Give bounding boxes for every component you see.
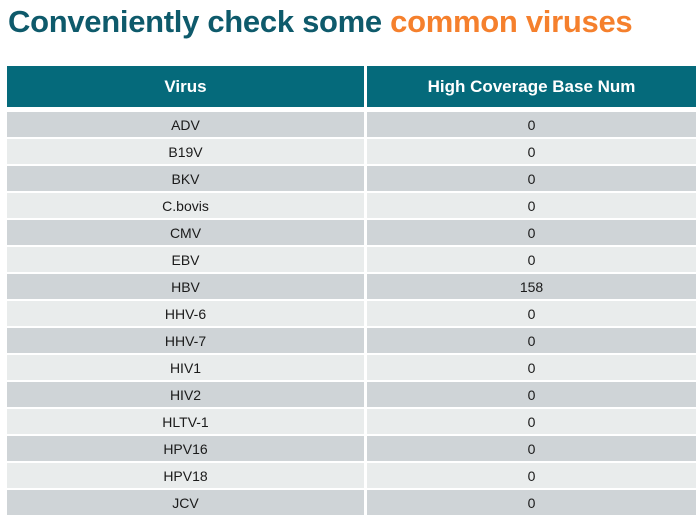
coverage-cell: 0 — [367, 409, 696, 434]
table-row: HPV18 0 — [7, 463, 696, 488]
coverage-cell: 0 — [367, 355, 696, 380]
coverage-cell: 158 — [367, 274, 696, 299]
coverage-cell: 0 — [367, 490, 696, 515]
table-row: HLTV-1 0 — [7, 409, 696, 434]
coverage-cell: 0 — [367, 247, 696, 272]
table-body: ADV 0 B19V 0 BKV 0 C.bovis 0 CMV 0 EBV 0… — [7, 112, 696, 515]
virus-cell: BKV — [7, 166, 364, 191]
table-row: EBV 0 — [7, 247, 696, 272]
title-prefix: Conveniently check some — [8, 4, 391, 39]
coverage-cell: 0 — [367, 436, 696, 461]
coverage-cell: 0 — [367, 139, 696, 164]
header-cell-coverage: High Coverage Base Num — [367, 66, 696, 107]
virus-cell: C.bovis — [7, 193, 364, 218]
coverage-cell: 0 — [367, 193, 696, 218]
virus-cell: JCV — [7, 490, 364, 515]
table-header: Virus High Coverage Base Num — [7, 66, 696, 107]
table-row: JCV 0 — [7, 490, 696, 515]
table-row: HHV-6 0 — [7, 301, 696, 326]
virus-cell: HIV1 — [7, 355, 364, 380]
virus-cell: HHV-6 — [7, 301, 364, 326]
virus-cell: HHV-7 — [7, 328, 364, 353]
coverage-cell: 0 — [367, 112, 696, 137]
table-row: BKV 0 — [7, 166, 696, 191]
virus-cell: HLTV-1 — [7, 409, 364, 434]
virus-table: Virus High Coverage Base Num ADV 0 B19V … — [7, 66, 696, 517]
virus-cell: HPV18 — [7, 463, 364, 488]
header-cell-virus: Virus — [7, 66, 364, 107]
coverage-cell: 0 — [367, 220, 696, 245]
coverage-cell: 0 — [367, 166, 696, 191]
table-row: C.bovis 0 — [7, 193, 696, 218]
title-highlight: common viruses — [390, 4, 633, 39]
coverage-cell: 0 — [367, 382, 696, 407]
virus-cell: B19V — [7, 139, 364, 164]
virus-cell: HIV2 — [7, 382, 364, 407]
virus-cell: CMV — [7, 220, 364, 245]
table-row: HIV2 0 — [7, 382, 696, 407]
table-row: HPV16 0 — [7, 436, 696, 461]
virus-cell: EBV — [7, 247, 364, 272]
coverage-cell: 0 — [367, 301, 696, 326]
table-row: HBV 158 — [7, 274, 696, 299]
table-row: B19V 0 — [7, 139, 696, 164]
virus-cell: ADV — [7, 112, 364, 137]
table-row: HHV-7 0 — [7, 328, 696, 353]
virus-cell: HPV16 — [7, 436, 364, 461]
page-title: Conveniently check some common viruses — [8, 0, 633, 44]
table-row: HIV1 0 — [7, 355, 696, 380]
virus-cell: HBV — [7, 274, 364, 299]
table-row: ADV 0 — [7, 112, 696, 137]
table-row: CMV 0 — [7, 220, 696, 245]
coverage-cell: 0 — [367, 463, 696, 488]
coverage-cell: 0 — [367, 328, 696, 353]
